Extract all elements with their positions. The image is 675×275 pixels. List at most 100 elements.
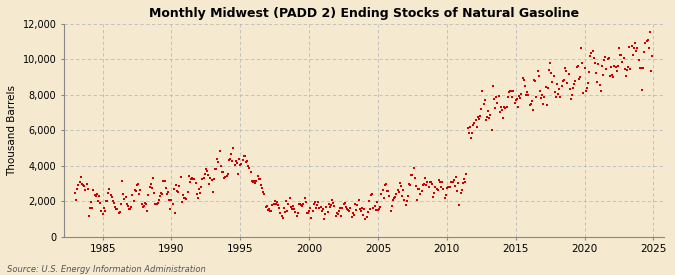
Point [137,205,148,210]
Point [407,173,418,177]
Point [313,200,324,205]
Point [431,186,442,191]
Point [627,53,638,57]
Point [254,177,265,181]
Point [352,202,362,207]
Point [539,95,550,100]
Point [118,192,129,197]
Point [256,183,267,187]
Point [315,204,326,209]
Point [362,210,373,214]
Point [435,179,446,184]
Point [408,166,419,170]
Point [206,178,217,182]
Point [410,183,421,188]
Point [413,187,424,191]
Point [119,197,130,202]
Point [320,212,331,217]
Point [485,113,496,117]
Point [506,89,516,93]
Point [127,192,138,197]
Point [546,71,557,76]
Point [300,200,311,204]
Point [181,197,192,201]
Point [263,207,274,212]
Point [535,89,545,93]
Point [186,176,196,181]
Point [633,57,644,62]
Point [597,73,608,77]
Point [382,189,393,193]
Point [394,190,404,194]
Point [338,202,349,207]
Point [86,200,97,204]
Point [180,195,190,200]
Point [212,157,223,161]
Point [248,180,259,185]
Point [70,191,80,195]
Point [141,202,152,207]
Point [523,93,534,98]
Point [232,161,242,166]
Point [445,185,456,189]
Point [299,196,310,200]
Point [432,188,443,192]
Point [600,54,611,59]
Point [103,191,113,195]
Point [112,207,123,211]
Point [417,183,428,188]
Point [448,180,458,184]
Point [574,75,585,79]
Point [138,204,149,208]
Point [422,180,433,184]
Point [412,198,423,202]
Point [354,207,365,211]
Point [509,101,520,105]
Point [462,126,473,130]
Point [134,192,144,197]
Point [612,64,623,68]
Point [617,59,628,64]
Point [418,182,429,186]
Point [88,188,99,192]
Point [532,68,543,73]
Point [174,184,185,188]
Point [310,200,321,204]
Point [612,69,622,74]
Point [192,196,203,200]
Point [102,199,113,203]
Point [609,64,620,69]
Point [289,206,300,211]
Point [441,186,452,190]
Point [487,84,498,89]
Point [92,198,103,203]
Point [586,50,597,55]
Point [234,157,244,161]
Point [458,181,468,185]
Point [197,177,208,181]
Point [528,108,539,113]
Point [194,191,205,196]
Point [495,105,506,109]
Point [328,201,339,205]
Point [107,199,118,204]
Point [173,190,184,194]
Point [156,191,167,195]
Point [282,208,293,213]
Point [620,67,630,72]
Point [547,79,558,84]
Point [269,199,280,203]
Point [79,183,90,188]
Point [615,53,626,57]
Point [399,198,410,203]
Point [325,203,336,207]
Point [371,200,382,204]
Point [494,109,505,114]
Point [266,209,277,213]
Point [379,183,390,187]
Point [90,194,101,199]
Point [425,180,436,184]
Point [117,179,128,183]
Point [327,198,338,202]
Point [540,84,551,89]
